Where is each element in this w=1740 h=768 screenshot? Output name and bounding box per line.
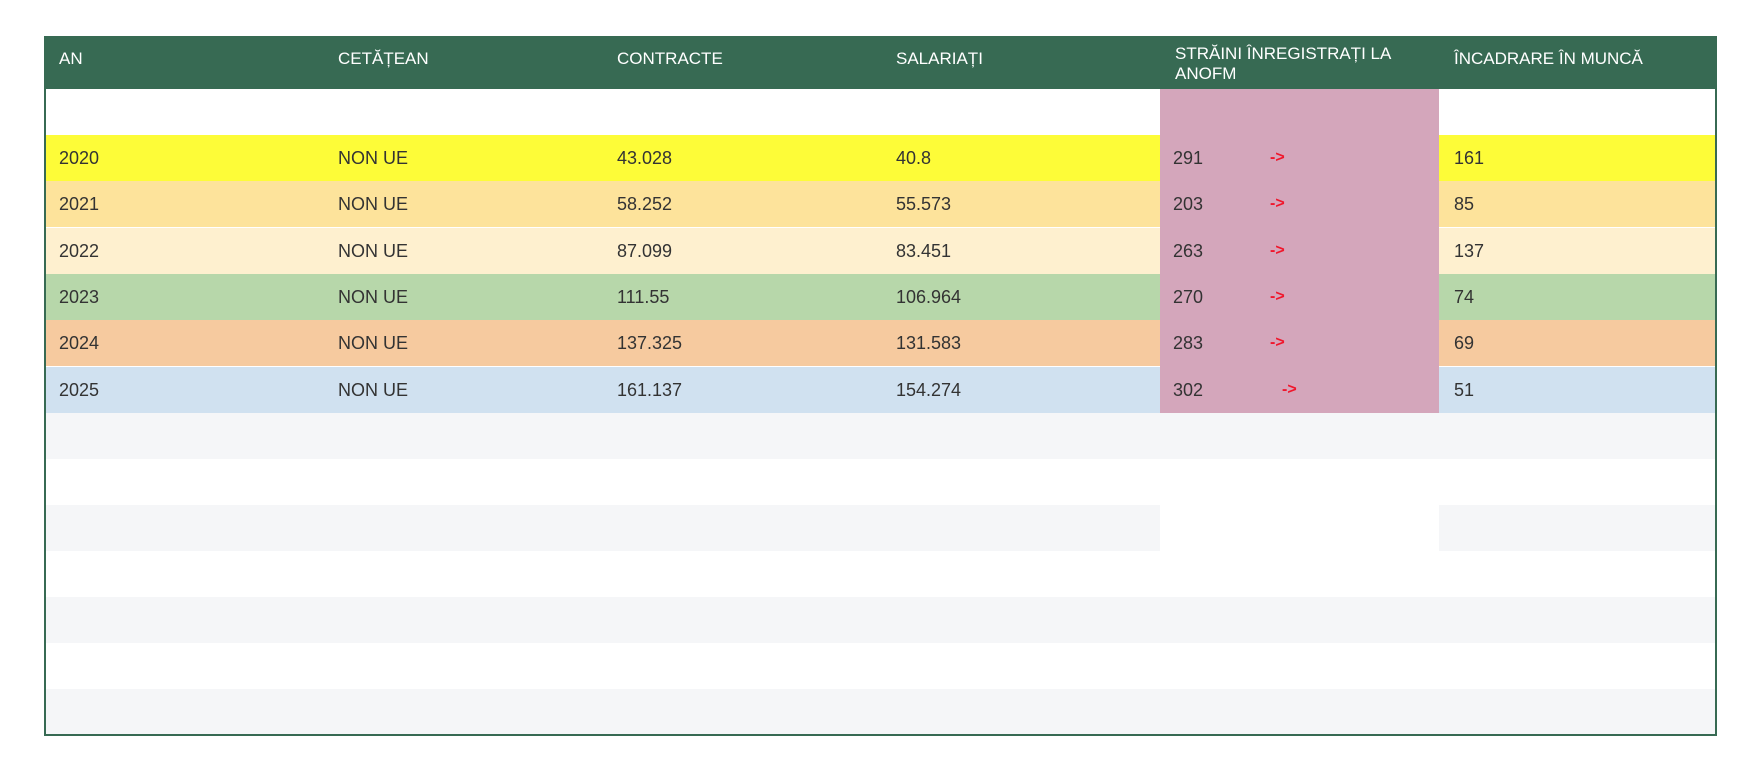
cell-salariati: 154.274 [896, 379, 962, 400]
cell-straini: 302 -> [1160, 367, 1439, 413]
empty-row [46, 459, 1715, 505]
empty-row [46, 643, 1715, 689]
cell-contracte: 58.252 [617, 194, 673, 215]
highlighted-column [1160, 89, 1439, 413]
cell-incadrare: 69 [1454, 333, 1475, 354]
cell-an: 2024 [59, 333, 100, 354]
cell-incadrare: 85 [1454, 194, 1475, 215]
cell-contracte: 111.55 [617, 286, 670, 307]
arrow-icon: -> [1270, 195, 1285, 213]
header-salariati: SALARIAȚI [896, 49, 983, 68]
cell-straini: 263 -> [1160, 228, 1439, 274]
straini-value: 203 [1173, 194, 1204, 215]
cell-salariati: 83.451 [896, 240, 952, 261]
empty-row [46, 505, 1715, 551]
cell-contracte: 137.325 [617, 333, 683, 354]
cell-cetatean: NON UE [338, 379, 409, 400]
cell-an: 2021 [59, 194, 100, 215]
table-row: 2025 NON UE 161.137 154.274 51 [46, 366, 1715, 413]
cell-an: 2025 [59, 379, 100, 400]
empty-row [46, 413, 1715, 459]
cell-incadrare: 51 [1454, 379, 1475, 400]
cell-incadrare: 161 [1454, 148, 1485, 168]
header-an: AN [59, 49, 83, 68]
header-straini: STRĂINI ÎNREGISTRAȚI LA ANOFM [1175, 44, 1391, 83]
cell-cetatean: NON UE [338, 240, 409, 261]
straini-value: 270 [1173, 286, 1204, 307]
cell-salariati: 131.583 [896, 333, 962, 354]
cell-contracte: 87.099 [617, 240, 673, 261]
cell-salariati: 40.8 [896, 148, 932, 168]
cell-cetatean: NON UE [338, 194, 409, 215]
header-cetatean: CETĂȚEAN [338, 49, 429, 68]
straini-value: 291 [1173, 148, 1204, 168]
cell-salariati: 55.573 [896, 194, 952, 215]
cell-cetatean: NON UE [338, 286, 409, 307]
cell-incadrare: 137 [1454, 240, 1485, 261]
table-row: 2024 NON UE 137.325 131.583 69 [46, 320, 1715, 367]
cell-straini: 270 -> [1160, 274, 1439, 320]
cell-straini: 203 -> [1160, 181, 1439, 227]
header-incadrare: ÎNCADRARE ÎN MUNCĂ [1454, 49, 1643, 68]
straini-value: 283 [1173, 333, 1204, 354]
empty-row [46, 689, 1715, 734]
header-contracte: CONTRACTE [617, 49, 723, 68]
table-row: 2022 NON UE 87.099 83.451 137 [46, 227, 1715, 274]
cell-cetatean: NON UE [338, 333, 409, 354]
cell-an: 2023 [59, 286, 100, 307]
empty-row [46, 597, 1715, 643]
arrow-icon: -> [1270, 149, 1285, 166]
cell-an: 2022 [59, 240, 100, 261]
cell-incadrare: 74 [1454, 286, 1475, 307]
arrow-icon: -> [1282, 380, 1297, 398]
table-row: 2021 NON UE 58.252 55.573 85 [46, 181, 1715, 228]
cell-straini: 283 -> [1160, 320, 1439, 366]
arrow-icon: -> [1270, 287, 1285, 305]
empty-row [46, 551, 1715, 597]
straini-value: 263 [1173, 240, 1204, 261]
cell-contracte: 161.137 [617, 379, 683, 400]
arrow-icon: -> [1270, 334, 1285, 352]
table-row: 2020 NON UE 43.028 40.8 161 [46, 135, 1715, 181]
cell-contracte: 43.028 [617, 148, 673, 168]
cell-cetatean: NON UE [338, 148, 409, 168]
table-row: 2023 NON UE 111.55 106.964 74 [46, 273, 1715, 320]
straini-value: 302 [1173, 379, 1204, 400]
cell-salariati: 106.964 [896, 286, 962, 307]
arrow-icon: -> [1270, 241, 1285, 259]
data-table: AN CETĂȚEAN CONTRACTE SALARIAȚI STRĂINI … [44, 36, 1717, 736]
cell-an: 2020 [59, 148, 100, 168]
table-header: AN CETĂȚEAN CONTRACTE SALARIAȚI STRĂINI … [46, 36, 1715, 89]
cell-straini: 291 -> [1160, 135, 1439, 181]
